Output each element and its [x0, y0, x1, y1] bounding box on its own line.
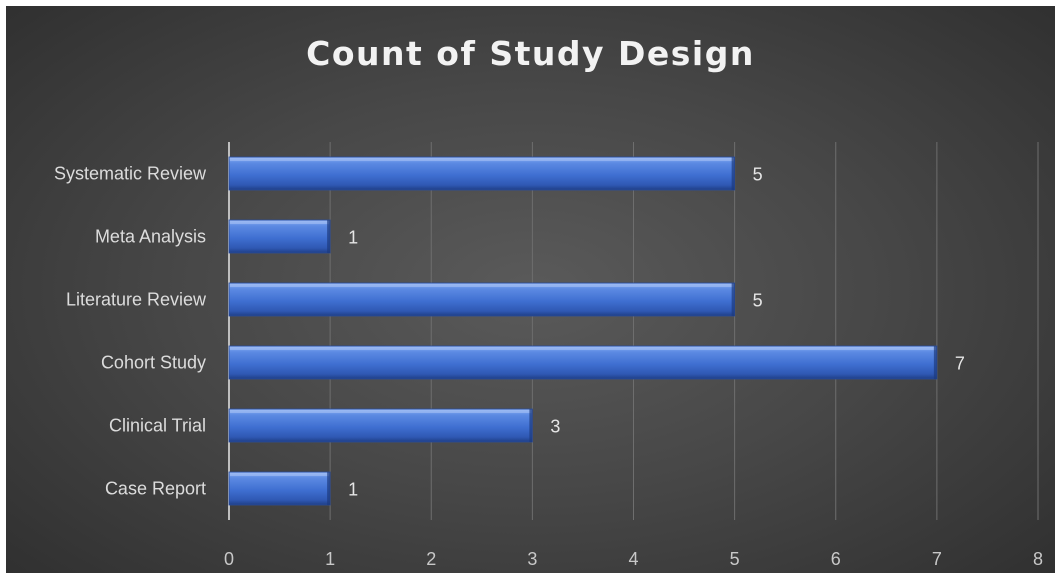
x-tick-label: 4	[628, 549, 638, 569]
bar-case-report	[228, 471, 331, 506]
data-label: 1	[348, 228, 358, 248]
bar-highlight	[230, 473, 330, 476]
category-label: Meta Analysis	[95, 227, 206, 247]
x-tick-label: 1	[325, 549, 335, 569]
chart-area: Count of Study Design 0 1 2 3 4 5 6 7 8 Systemati…	[6, 6, 1055, 573]
x-tick-label: 7	[932, 549, 942, 569]
data-label: 5	[753, 165, 763, 185]
x-tick-label: 0	[224, 549, 234, 569]
data-label: 5	[753, 291, 763, 311]
bar-cohort-study	[228, 345, 938, 380]
x-tick-label: 8	[1033, 549, 1043, 569]
bar-literature-review	[228, 282, 736, 317]
data-label: 1	[348, 480, 358, 500]
bar-highlight	[230, 347, 936, 350]
bar-end-bevel	[529, 409, 533, 442]
chart-title: Count of Study Design	[306, 34, 755, 73]
bar-highlight	[230, 284, 734, 287]
data-label: 3	[550, 417, 560, 437]
bar-clinical-trial	[228, 408, 533, 443]
bar-systematic-review	[228, 156, 736, 191]
category-label: Systematic Review	[54, 164, 207, 184]
category-label: Clinical Trial	[109, 416, 206, 436]
x-tick-label: 5	[730, 549, 740, 569]
bars	[228, 156, 938, 506]
category-label: Case Report	[105, 479, 206, 499]
bar-highlight	[230, 158, 734, 161]
chart-plot: 0 1 2 3 4 5 6 7 8 Systematic Review 5 Meta Analysis…	[54, 142, 1043, 570]
category-label: Literature Review	[66, 290, 207, 310]
grid-lines	[228, 142, 1039, 520]
bar-end-bevel	[731, 157, 735, 190]
bar-end-bevel	[327, 220, 331, 253]
x-tick-label: 2	[426, 549, 436, 569]
x-tick-label: 6	[831, 549, 841, 569]
bar-meta-analysis	[228, 219, 331, 254]
data-label: 7	[955, 354, 965, 374]
bar-highlight	[230, 221, 330, 224]
bar-end-bevel	[731, 283, 735, 316]
bar-highlight	[230, 410, 532, 413]
category-label: Cohort Study	[101, 353, 206, 373]
labels: 0 1 2 3 4 5 6 7 8 Systematic Review 5 Meta Analysis…	[54, 164, 1043, 570]
x-tick-label: 3	[527, 549, 537, 569]
bar-end-bevel	[327, 472, 331, 505]
bar-end-bevel	[933, 346, 937, 379]
